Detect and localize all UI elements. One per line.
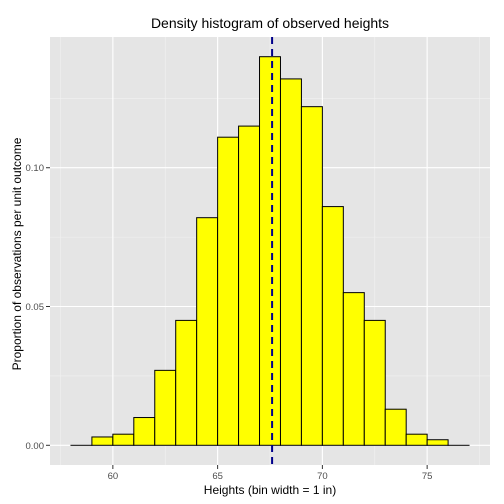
histogram-bar [384, 408, 407, 446]
x-tick-label: 75 [422, 471, 433, 482]
histogram-bar [259, 56, 281, 446]
histogram-bar [175, 319, 198, 446]
y-tick-label: 0.10 [26, 163, 45, 174]
histogram-bar [91, 436, 114, 446]
y-axis-label: Proportion of observations per unit outc… [10, 137, 24, 370]
x-tick-label: 65 [212, 471, 223, 482]
histogram-bar [321, 206, 344, 446]
x-tick-label: 70 [317, 471, 328, 482]
y-tick-label: 0.05 [26, 302, 45, 313]
y-tick-label: 0.00 [26, 441, 45, 452]
histogram-bar [196, 217, 219, 446]
chart-title: Density histogram of observed heights [151, 15, 389, 31]
histogram-bar [426, 439, 449, 446]
histogram-bar [279, 78, 302, 446]
histogram-bar [238, 125, 261, 446]
x-axis-label: Heights (bin width = 1 in) [204, 483, 336, 497]
histogram-bar [363, 319, 386, 446]
histogram-bar [112, 433, 135, 446]
histogram-bar [405, 433, 428, 446]
histogram-bars [70, 56, 470, 446]
histogram-bar [300, 106, 323, 446]
histogram-bar [154, 369, 177, 446]
histogram-bar [342, 292, 365, 446]
histogram-bar [133, 417, 156, 446]
x-axis-ticks: 60 65 70 75 [108, 465, 433, 482]
histogram-bar [217, 136, 240, 446]
y-axis-ticks: 0.00 0.05 0.10 [26, 163, 50, 452]
x-tick-label: 60 [108, 471, 119, 482]
